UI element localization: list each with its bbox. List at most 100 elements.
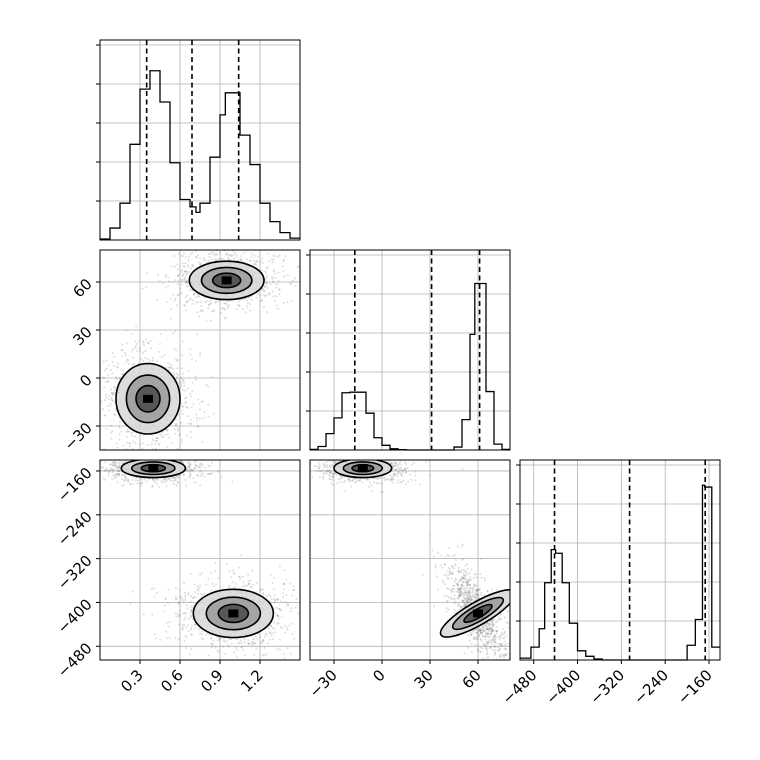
scatter-point [195, 413, 198, 416]
scatter-point [199, 465, 202, 468]
scatter-point [281, 265, 284, 268]
scatter-point [174, 587, 177, 590]
scatter-point [190, 609, 193, 612]
scatter-point [388, 474, 391, 477]
scatter-point [196, 425, 199, 428]
scatter-point [184, 262, 187, 265]
scatter-point [254, 260, 257, 263]
scatter-point [289, 652, 292, 655]
scatter-point [100, 460, 103, 463]
scatter-point [473, 596, 476, 599]
scatter-point [197, 466, 200, 469]
scatter-point [180, 402, 183, 405]
scatter-point [350, 454, 352, 456]
scatter-point [266, 266, 269, 269]
scatter-point [177, 413, 180, 416]
scatter-point [176, 375, 179, 378]
scatter-point [167, 362, 170, 365]
scatter-point [216, 470, 219, 473]
scatter-point [150, 456, 152, 458]
scatter-point [332, 483, 335, 486]
scatter-point [239, 258, 242, 261]
scatter-point [134, 346, 137, 349]
scatter-point [276, 598, 279, 601]
scatter-point [503, 637, 506, 640]
scatter-point [490, 620, 493, 623]
scatter-point [479, 650, 482, 653]
scatter-point [136, 350, 139, 353]
scatter-point [247, 639, 250, 642]
scatter-point [376, 478, 379, 481]
scatter-point [263, 635, 266, 638]
scatter-point [230, 576, 233, 579]
scatter-point [185, 405, 188, 408]
scatter-point [168, 477, 171, 480]
scatter-point [336, 455, 338, 457]
scatter-point [378, 476, 381, 479]
scatter-point [489, 626, 492, 629]
scatter-point [457, 589, 460, 592]
scatter-point [254, 263, 257, 266]
scatter-point [219, 666, 221, 668]
scatter-point [221, 307, 224, 310]
scatter-point [177, 273, 180, 276]
scatter-point [318, 465, 321, 468]
scatter-point [198, 315, 201, 318]
scatter-point [175, 475, 178, 478]
scatter-point [395, 468, 398, 471]
scatter-point [398, 467, 401, 470]
scatter-point [199, 469, 202, 472]
scatter-point [168, 366, 171, 369]
scatter-point [460, 594, 463, 597]
scatter-point [178, 614, 181, 617]
scatter-point [138, 340, 141, 343]
scatter-point [180, 271, 183, 274]
scatter-point [107, 474, 110, 477]
scatter-point [186, 607, 189, 610]
scatter-point [275, 295, 278, 298]
scatter-point [300, 614, 302, 616]
scatter-point [244, 311, 247, 314]
scatter-point [116, 446, 119, 449]
scatter-point [466, 573, 469, 576]
scatter-point [148, 342, 151, 345]
scatter-point [174, 330, 177, 333]
scatter-point [181, 597, 184, 600]
scatter-point [242, 581, 245, 584]
scatter-point [214, 583, 217, 586]
scatter-point [504, 644, 507, 647]
scatter-point [124, 352, 127, 355]
scatter-point [279, 609, 282, 612]
scatter-point [510, 637, 512, 639]
scatter-point [476, 631, 479, 634]
scatter-point [118, 438, 121, 441]
scatter-point [181, 273, 184, 276]
scatter-point [191, 264, 194, 267]
scatter-point [232, 651, 235, 654]
scatter-point [326, 470, 329, 473]
scatter-point [503, 632, 506, 635]
scatter-point [467, 601, 470, 604]
scatter-point [163, 480, 166, 483]
scatter-point [465, 592, 468, 595]
scatter-point [261, 642, 264, 645]
scatter-point [259, 665, 261, 667]
scatter-point [348, 476, 351, 479]
scatter-point [331, 475, 334, 478]
scatter-point [176, 360, 179, 363]
scatter-point [188, 653, 191, 656]
scatter-point [400, 472, 403, 475]
scatter-point [189, 436, 192, 439]
scatter-point [395, 462, 398, 465]
scatter-point [263, 646, 266, 649]
scatter-point [269, 573, 272, 576]
histogram-grid-2 [520, 460, 720, 660]
scatter-point [202, 258, 205, 261]
scatter-point [184, 612, 187, 615]
scatter-point [187, 591, 190, 594]
scatter-point [184, 304, 187, 307]
scatter-point [501, 688, 503, 690]
scatter-point [255, 647, 258, 650]
scatter-point [310, 451, 312, 453]
scatter-point [199, 463, 202, 466]
